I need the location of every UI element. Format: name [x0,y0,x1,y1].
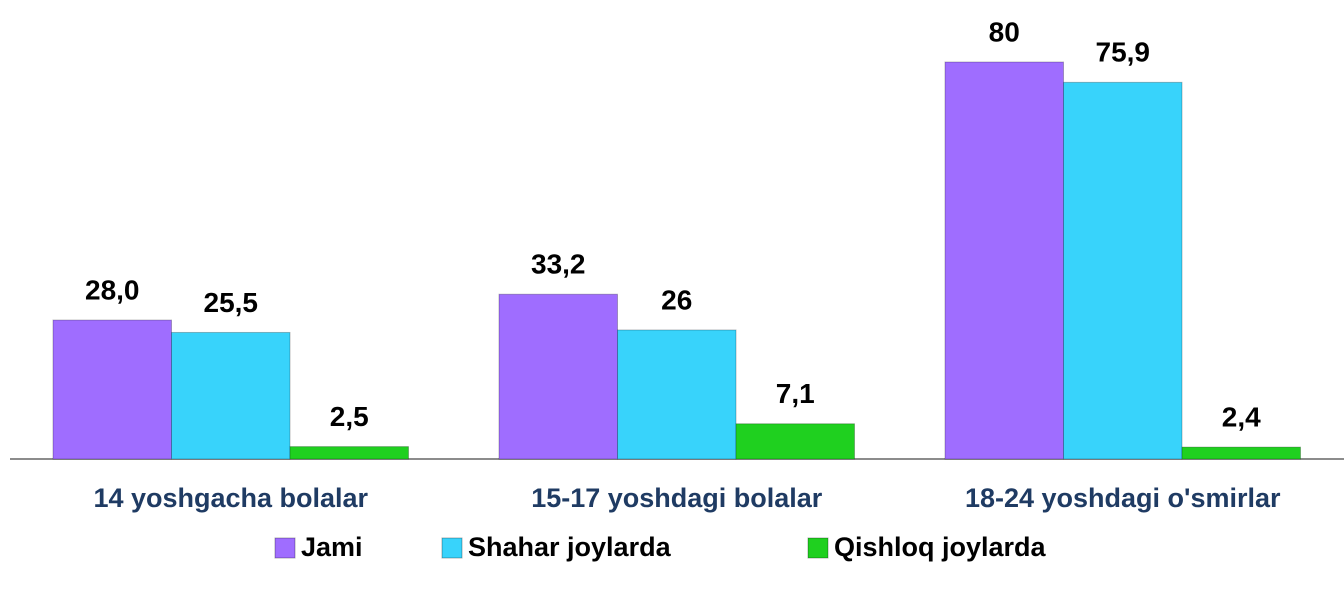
value-label: 28,0 [85,274,140,305]
bar [171,331,291,460]
x-tick-label: 15-17 yoshdagi bolalar [531,483,823,513]
legend-label: Qishloq joylarda [834,532,1047,562]
bar [617,329,737,460]
bar [52,319,172,460]
x-tick-label: 18-24 yoshdagi o'smirlar [965,483,1281,513]
value-label: 25,5 [204,287,259,318]
bar [1181,446,1301,460]
bar [735,423,855,460]
value-label: 75,9 [1096,37,1151,68]
x-tick-label: 14 yoshgacha bolalar [93,483,368,513]
legend-swatch [441,537,463,559]
legend-swatch [274,537,296,559]
legend-label: Shahar joylarda [468,532,672,562]
bar [944,61,1064,460]
value-label: 80 [989,16,1020,47]
bar [498,293,618,460]
legend-label: Jami [301,532,363,562]
value-label: 2,5 [330,401,369,432]
value-label: 7,1 [776,378,815,409]
value-label: 33,2 [531,249,586,280]
legend-swatch [807,537,829,559]
bar [289,446,409,460]
bar [1063,81,1183,460]
value-label: 26 [661,284,692,315]
value-label: 2,4 [1222,401,1261,432]
